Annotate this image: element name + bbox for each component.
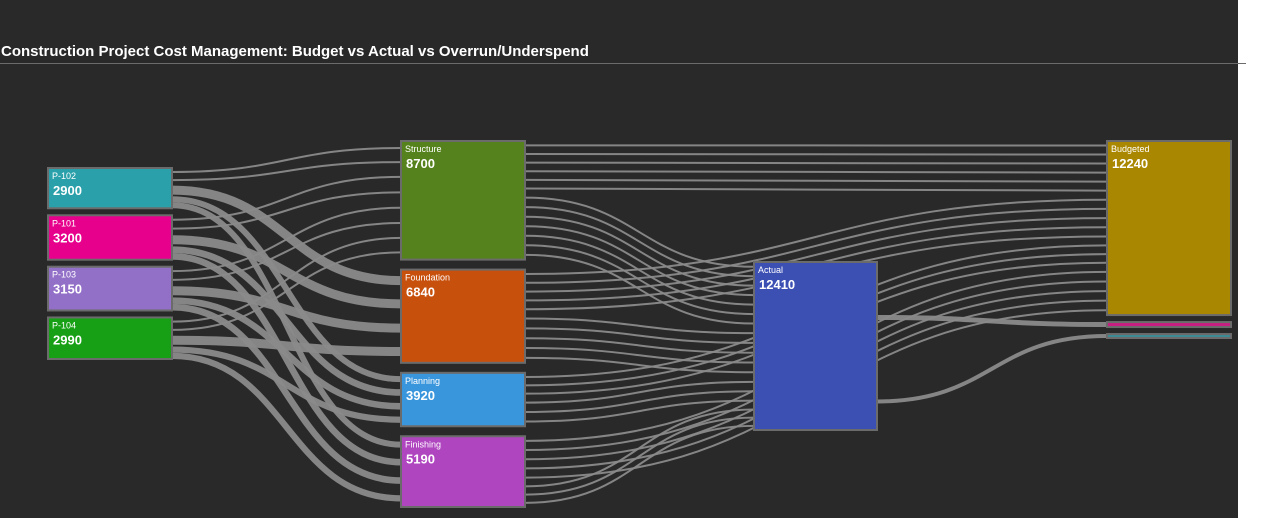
link-p-101-to-structure	[171, 175, 402, 221]
node-label-budgeted: Budgeted	[1111, 144, 1150, 154]
link-foundation-to-actual	[524, 347, 755, 364]
link-p-101-to-finishing	[171, 253, 402, 466]
link-p-103-to-foundation	[171, 286, 402, 333]
link-finishing-to-actual	[524, 408, 755, 488]
link-p-101-to-planning	[171, 246, 402, 396]
link-actual-to-underspend	[876, 334, 1108, 404]
node-finishing[interactable]	[400, 435, 526, 508]
link-structure-to-actual	[524, 244, 755, 316]
node-label-foundation: Foundation	[405, 273, 450, 283]
node-value-structure: 8700	[406, 156, 435, 171]
node-p-101[interactable]	[47, 214, 173, 261]
link-structure-to-budgeted	[524, 178, 1108, 183]
node-value-foundation: 6840	[406, 285, 435, 300]
link-structure-to-actual	[524, 225, 755, 297]
node-budgeted[interactable]	[1106, 140, 1232, 317]
link-p-103-to-structure	[171, 222, 402, 281]
link-foundation-to-budgeted	[524, 207, 1108, 284]
node-structure[interactable]	[400, 140, 526, 261]
link-structure-to-budgeted	[524, 187, 1108, 192]
node-label-p-103: P-103	[52, 270, 76, 280]
node-label-structure: Structure	[405, 144, 442, 154]
chart-title: Construction Project Cost Management: Bu…	[1, 43, 589, 60]
link-finishing-to-actual	[524, 424, 755, 504]
chart-area: Construction Project Cost Management: Bu…	[0, 0, 1246, 518]
node-foundation[interactable]	[400, 268, 526, 364]
node-value-finishing: 5190	[406, 451, 435, 466]
link-structure-to-actual	[524, 206, 755, 278]
node-p-103[interactable]	[47, 265, 173, 312]
link-p-101-to-structure	[171, 191, 402, 230]
node-value-planning: 3920	[406, 388, 435, 403]
link-p-103-to-finishing	[171, 303, 402, 484]
node-value-budgeted: 12240	[1112, 156, 1148, 171]
link-p-102-to-structure	[171, 161, 402, 182]
link-foundation-to-actual	[524, 327, 755, 344]
link-planning-to-actual	[524, 390, 755, 414]
node-label-finishing: Finishing	[405, 439, 441, 449]
link-p-102-to-structure	[171, 147, 402, 174]
sankey-links	[171, 144, 1108, 504]
node-value-p-101: 3200	[53, 230, 82, 245]
link-p-104-to-structure	[171, 251, 402, 331]
node-value-p-104: 2990	[53, 332, 82, 347]
sankey-nodes: P-102 2900 P-101 3200 P-103 3150 P-104 2990 Stru…	[47, 140, 1232, 508]
link-structure-to-budgeted	[524, 152, 1108, 156]
node-label-planning: Planning	[405, 376, 440, 386]
node-planning[interactable]	[400, 371, 526, 428]
link-p-101-to-foundation	[171, 235, 402, 309]
title-divider	[0, 63, 1246, 64]
node-value-p-103: 3150	[53, 282, 82, 297]
link-p-104-to-finishing	[171, 352, 402, 502]
link-structure-to-budgeted	[524, 170, 1108, 174]
node-label-p-102: P-102	[52, 171, 76, 181]
link-structure-to-budgeted	[524, 161, 1108, 165]
node-actual[interactable]	[753, 261, 878, 431]
sankey-chart: P-102 2900 P-101 3200 P-103 3150 P-104 2990 Stru…	[47, 140, 1232, 508]
link-planning-to-actual	[524, 399, 755, 423]
link-foundation-to-actual	[524, 317, 755, 335]
link-p-103-to-planning	[171, 297, 402, 410]
node-label-actual: Actual	[758, 265, 783, 275]
link-structure-to-actual	[524, 215, 755, 287]
node-p-104[interactable]	[47, 316, 173, 361]
link-p-104-to-foundation	[171, 335, 402, 356]
link-p-102-to-foundation	[171, 185, 402, 286]
link-actual-to-overrun	[876, 314, 1108, 328]
link-p-104-to-planning	[171, 346, 402, 423]
link-planning-to-actual	[524, 380, 755, 404]
link-foundation-to-actual	[524, 356, 755, 374]
link-p-104-to-structure	[171, 236, 402, 323]
node-label-p-104: P-104	[52, 320, 76, 330]
link-foundation-to-budgeted	[524, 198, 1108, 275]
link-p-102-to-planning	[171, 196, 402, 383]
node-underspend[interactable]	[1106, 333, 1232, 340]
node-label-p-101: P-101	[52, 218, 76, 228]
link-structure-to-actual	[524, 196, 755, 268]
node-value-actual: 12410	[759, 277, 795, 292]
link-p-103-to-structure	[171, 206, 402, 273]
node-p-102[interactable]	[47, 167, 173, 210]
link-foundation-to-budgeted	[524, 217, 1108, 293]
link-finishing-to-actual	[524, 416, 755, 496]
node-value-p-102: 2900	[53, 183, 82, 198]
node-overrun[interactable]	[1106, 321, 1232, 329]
link-structure-to-actual	[524, 253, 755, 325]
